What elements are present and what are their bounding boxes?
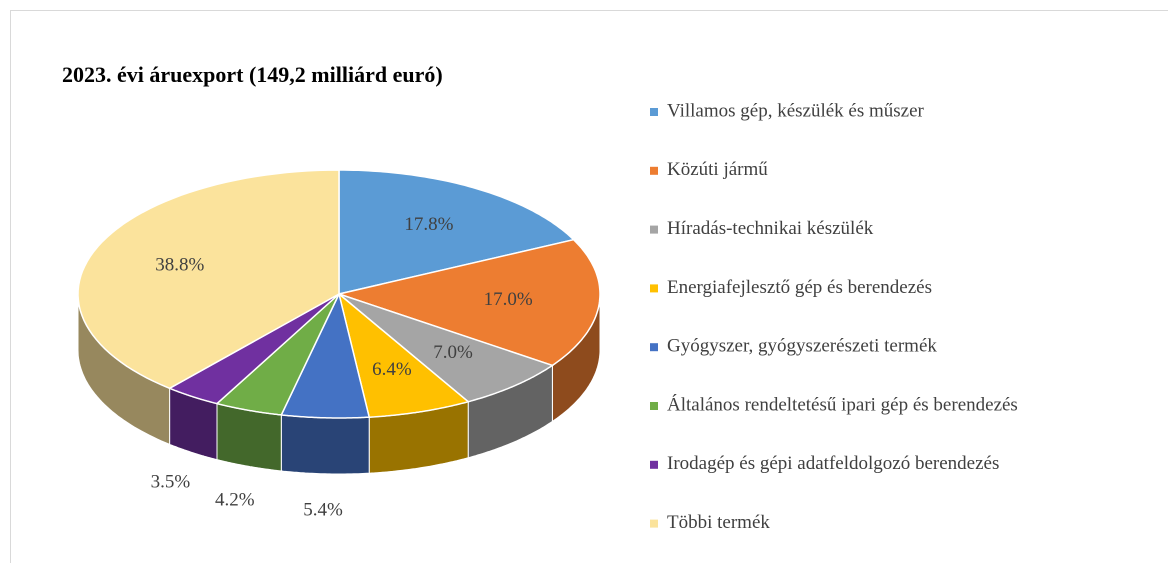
legend-label: Általános rendeltetésű ipari gép és bere… <box>667 393 1018 415</box>
legend-swatch <box>650 402 658 410</box>
legend-swatch <box>650 108 658 116</box>
data-label: 17.8% <box>404 214 453 235</box>
legend-swatch <box>650 284 658 293</box>
slice <box>337 291 470 418</box>
legend-label: Híradás-technikai készülék <box>667 218 874 239</box>
slice <box>336 238 601 367</box>
slice <box>338 293 555 403</box>
slice <box>280 291 371 419</box>
data-label: 38.8% <box>155 254 204 275</box>
legend-swatch <box>650 225 658 234</box>
slice-side <box>280 414 370 475</box>
legend-swatch <box>650 519 658 528</box>
slice <box>215 293 340 416</box>
legend-swatch <box>650 343 658 352</box>
legend-swatch <box>650 166 658 175</box>
data-label: 4.2% <box>215 490 255 511</box>
legend-label: Többi termék <box>667 512 770 533</box>
legend-label: Gyógyszer, gyógyszerészeti termék <box>667 336 937 357</box>
slice <box>338 169 576 295</box>
slice <box>77 169 340 390</box>
legend-label: Villamos gép, készülék és műszer <box>667 100 925 121</box>
legend-label: Energiafejlesztő gép és berendezés <box>667 277 932 298</box>
frame <box>10 10 1168 563</box>
data-label: 3.5% <box>151 472 191 493</box>
legend-label: Közúti jármű <box>667 159 768 180</box>
legend-swatch <box>650 460 658 469</box>
chart-title: 2023. évi áruexport (149,2 milliárd euró… <box>62 62 443 87</box>
legend-label: Irodagép és gépi adatfeldolgozó berendez… <box>667 453 999 474</box>
data-label: 6.4% <box>372 359 412 380</box>
data-label: 17.0% <box>484 289 533 310</box>
slice <box>167 293 340 405</box>
data-label: 7.0% <box>433 342 473 363</box>
data-label: 5.4% <box>303 499 343 520</box>
